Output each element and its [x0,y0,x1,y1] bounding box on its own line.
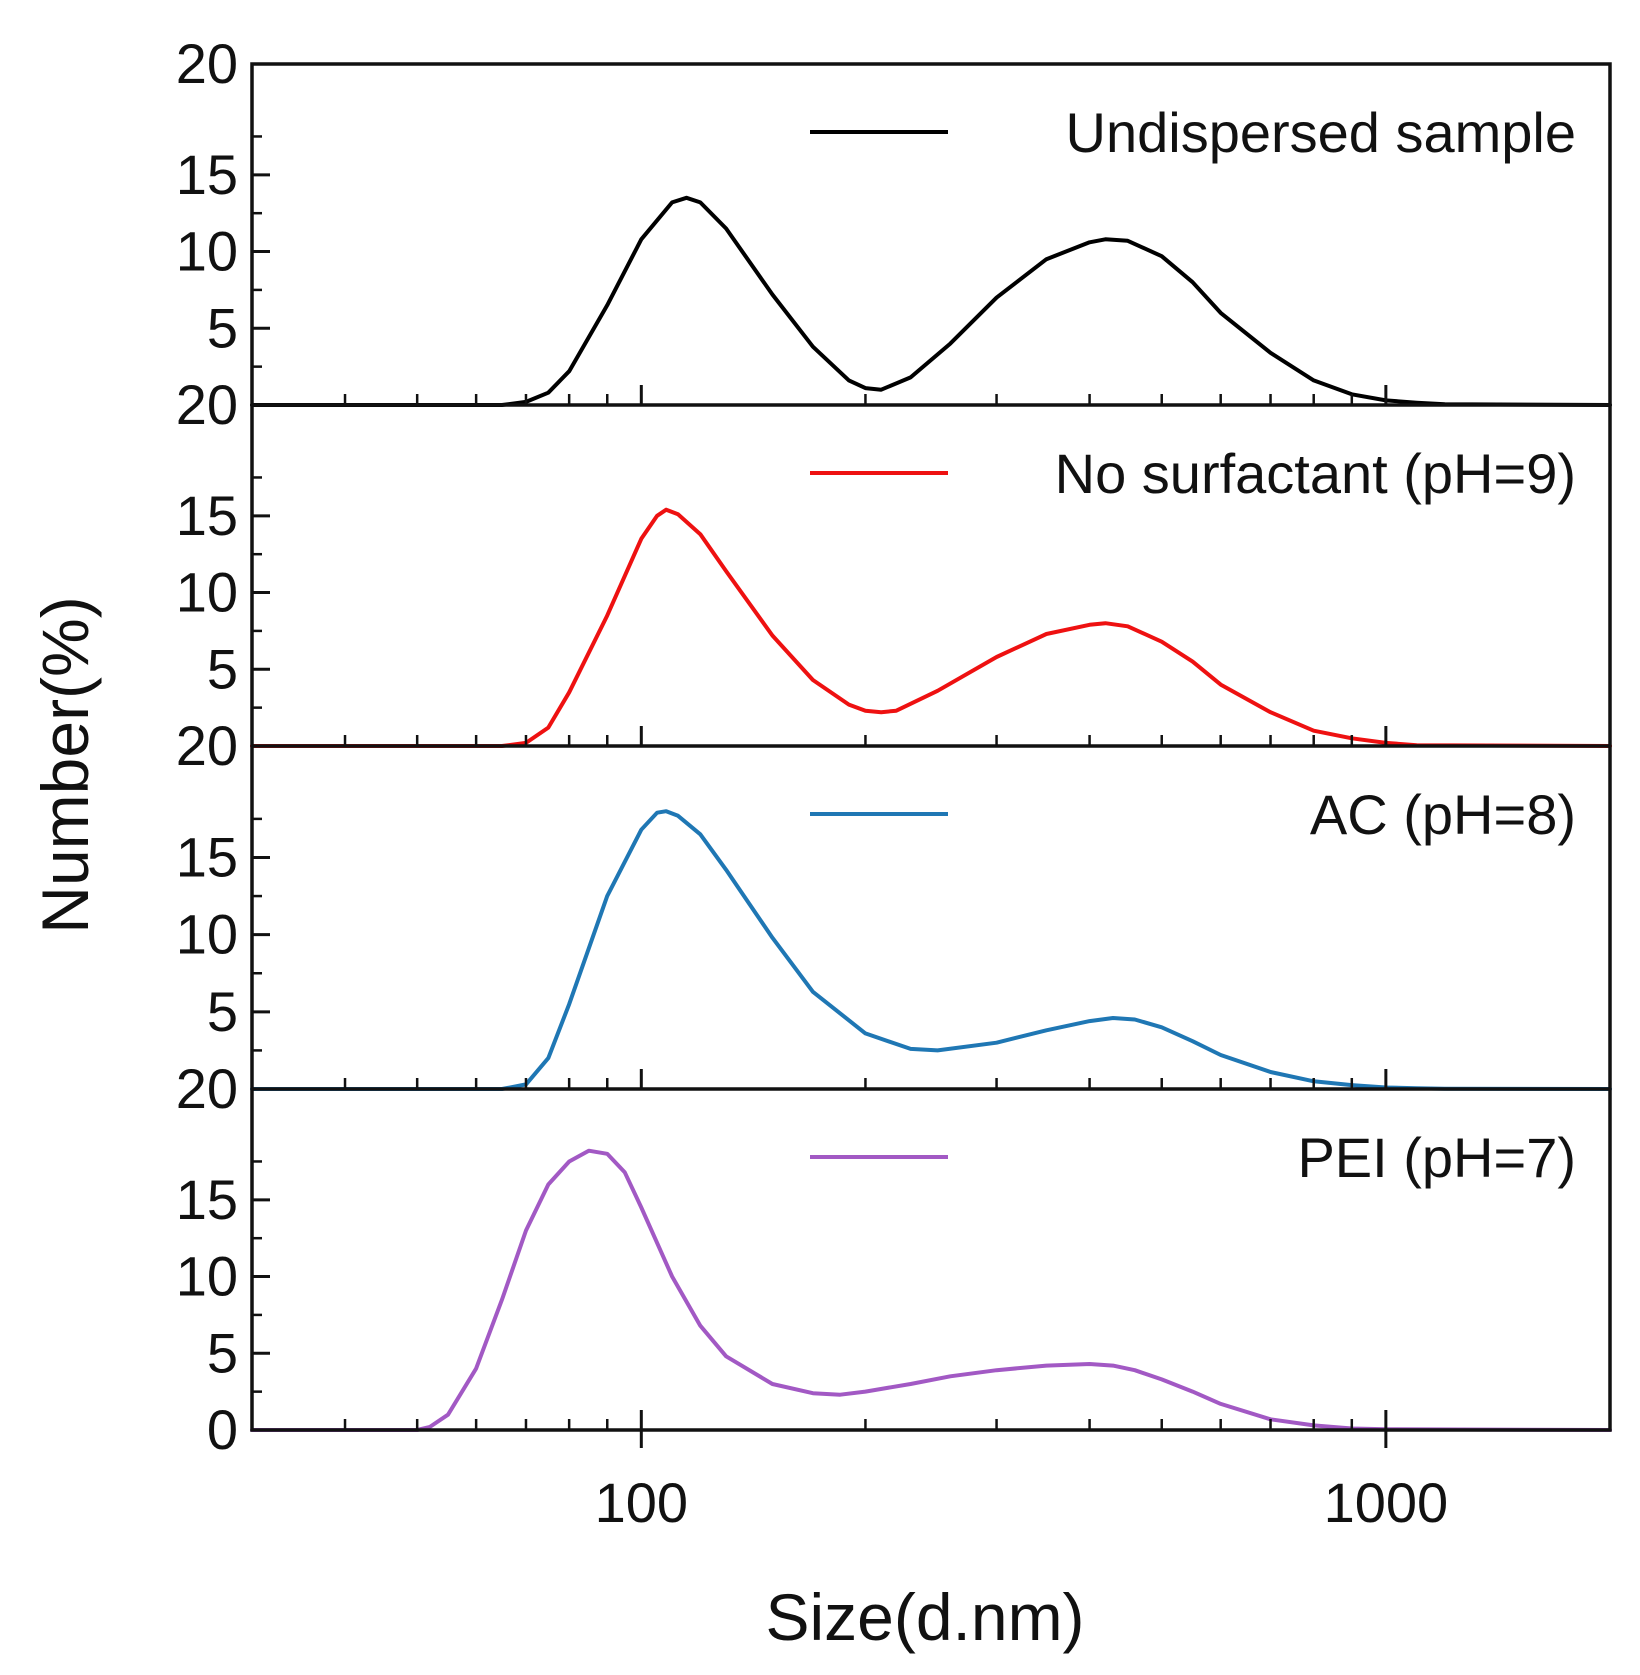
panel-2: 15 10 5 20 No surfactant (pH=9) [176,442,1612,777]
series-line-1 [250,195,1612,407]
panel-4: 15 10 5 0 PEI (pH=7) [176,1126,1612,1461]
y-tick-label: 20 [176,32,238,95]
panels-layer: 20 15 10 5 20 Undispersed sample 15 10 5 20 No sur… [176,32,1612,1461]
y-tick-label: 20 [176,373,238,436]
y-tick-label: 20 [176,1057,238,1120]
y-tick-label: 15 [176,143,238,206]
x-axis-title: Size(d.nm) [765,1580,1084,1654]
legend-label-2: No surfactant (pH=9) [1055,442,1576,505]
y-tick-label: 10 [176,903,238,966]
y-tick-label: 15 [176,825,238,888]
legend-label-4: PEI (pH=7) [1297,1126,1576,1189]
series-line-2 [250,507,1612,748]
y-tick-label: 10 [176,561,238,624]
series-line-4 [250,1148,1612,1432]
legend-label-3: AC (pH=8) [1310,783,1576,846]
y-tick-label: 10 [176,220,238,283]
panel-3: 15 10 5 20 AC (pH=8) [176,783,1612,1120]
y-tick-label: 5 [207,637,238,700]
y-tick-label: 10 [176,1245,238,1308]
y-tick-label: 5 [207,1321,238,1384]
y-tick-label: 20 [176,714,238,777]
x-tick-label: 1000 [1324,1471,1449,1534]
y-axis-title: Number(%) [28,596,102,933]
y-tick-label: 5 [207,980,238,1043]
axes-layer: 100 1000 [250,62,1612,1534]
y-tick-label: 15 [176,484,238,547]
panel-1: 20 15 10 5 20 Undispersed sample [176,32,1612,436]
legend-label-1: Undispersed sample [1066,101,1576,164]
series-line-3 [250,809,1612,1091]
x-tick-label: 100 [595,1471,688,1534]
y-tick-label: 5 [207,296,238,359]
y-tick-label: 15 [176,1168,238,1231]
y-tick-label: 0 [207,1398,238,1461]
